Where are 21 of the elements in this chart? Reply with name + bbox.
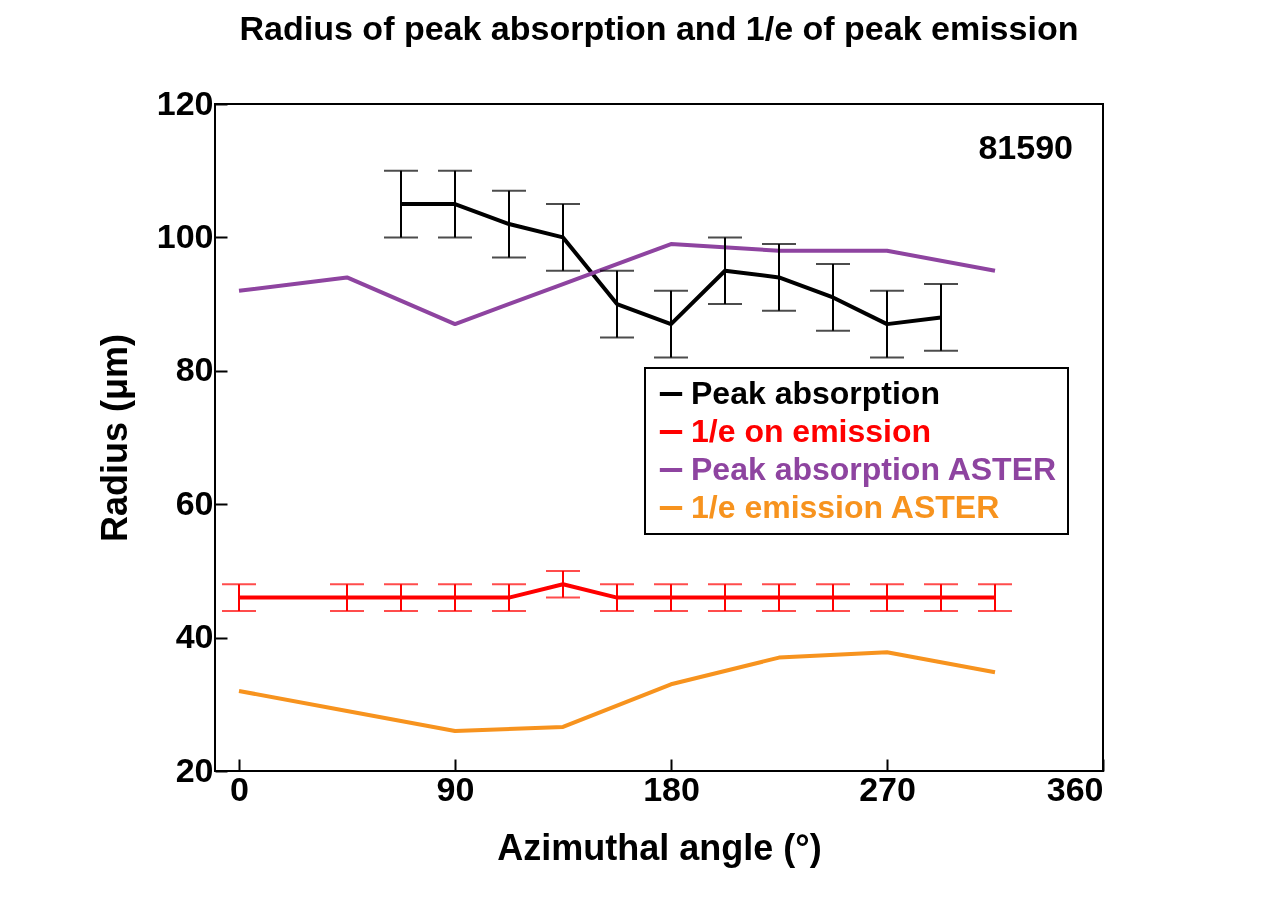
x-tick-label: 360 [1046,769,1104,808]
x-tick-label: 270 [859,769,916,808]
y-tick-label: 20 [175,750,214,789]
y-tick-label: 100 [156,216,214,255]
chart-title: Radius of peak absorption and 1/e of peak emission [239,9,1079,47]
legend-label: 1/e on emission [691,413,932,449]
legend-label: Peak absorption ASTER [691,451,1057,487]
y-tick-label: 40 [175,617,214,656]
legend-label: Peak absorption [691,375,940,411]
y-tick-label: 60 [175,483,214,522]
x-tick-label: 180 [643,769,700,808]
y-tick-label: 120 [156,83,214,122]
x-tick-label: 0 [230,769,249,808]
y-tick-label: 80 [175,350,214,389]
x-tick-label: 90 [436,769,475,808]
legend-label: 1/e emission ASTER [691,489,1000,525]
y-axis-title: Radius (μm) [93,333,135,543]
x-axis-title: Azimuthal angle (°) [497,826,822,868]
line-series [237,242,997,327]
line-series [237,650,997,733]
annotation: 81590 [978,128,1073,166]
